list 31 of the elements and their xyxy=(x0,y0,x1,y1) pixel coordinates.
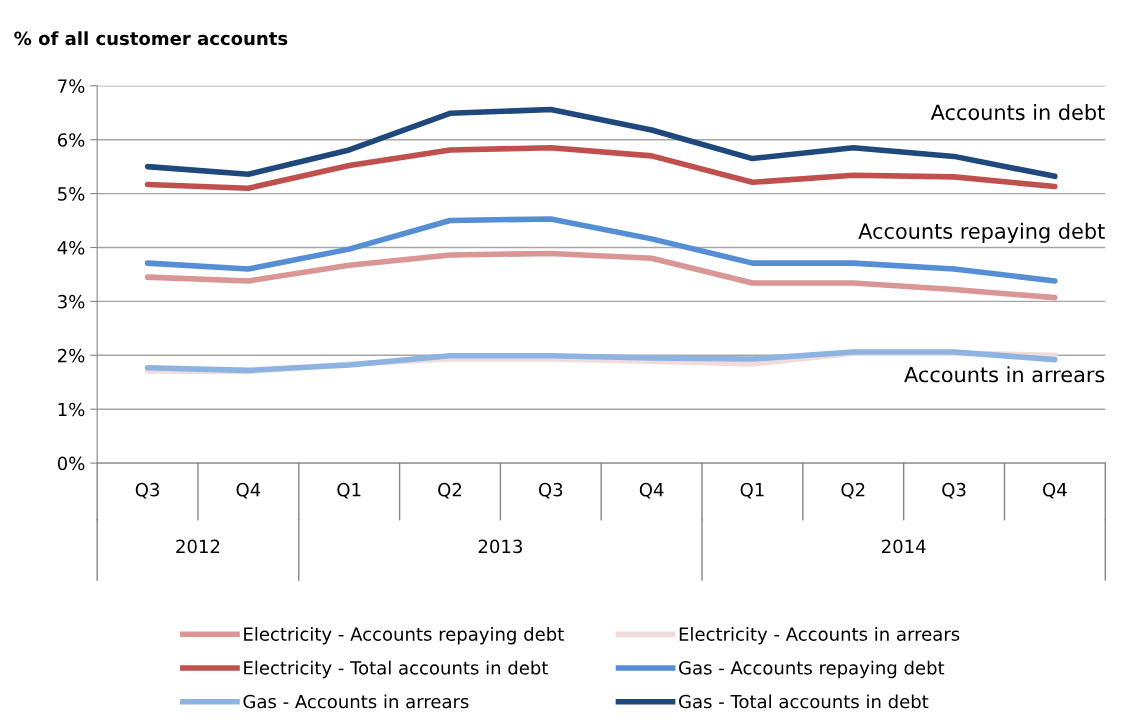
annotation: Accounts repaying debt xyxy=(858,222,1105,244)
y-tick-label: 5% xyxy=(58,187,85,201)
y-axis-title: % of all customer accounts xyxy=(14,31,288,46)
x-tick-label: Q2 xyxy=(841,482,865,499)
text: 2013 xyxy=(478,539,522,554)
x-tick-label: Q4 xyxy=(639,482,664,499)
legend-label: Gas - Total accounts in debt xyxy=(679,694,929,709)
y-tick-label: 3% xyxy=(58,294,85,309)
x-tick-label: Q4 xyxy=(1043,482,1067,499)
x-tick-label: Q3 xyxy=(942,482,966,499)
y-tick-label: 0% xyxy=(57,456,85,471)
annotation: Accounts in arrears xyxy=(904,366,1105,383)
legend-label: Electricity - Accounts repaying debt xyxy=(244,626,564,645)
y-tick-label: 7% xyxy=(58,79,85,93)
x-tick-label: Q4 xyxy=(236,482,261,499)
x-tick-label: Q3 xyxy=(538,482,563,499)
y-tick-label: 1% xyxy=(58,402,85,417)
x-tick-label: Q3 xyxy=(135,482,159,499)
y-tick-label: 4% xyxy=(57,240,85,255)
annotation: Accounts in debt xyxy=(930,104,1105,121)
x-tick-label: Q1 xyxy=(740,482,764,499)
legend-label: Electricity - Accounts in arrears xyxy=(679,626,960,645)
y-tick-label: 2% xyxy=(58,348,85,363)
x-tick-label: Q1 xyxy=(337,482,361,499)
legend-label: Gas - Accounts repaying debt xyxy=(679,660,945,679)
text: 2012 xyxy=(176,539,220,554)
x-tick-label: Q2 xyxy=(438,482,462,499)
text: 2014 xyxy=(882,539,926,554)
legend-label: Electricity - Total accounts in debt xyxy=(244,660,548,679)
y-tick-label: 6% xyxy=(57,133,85,147)
legend-label: Gas - Accounts in arrears xyxy=(243,694,469,709)
